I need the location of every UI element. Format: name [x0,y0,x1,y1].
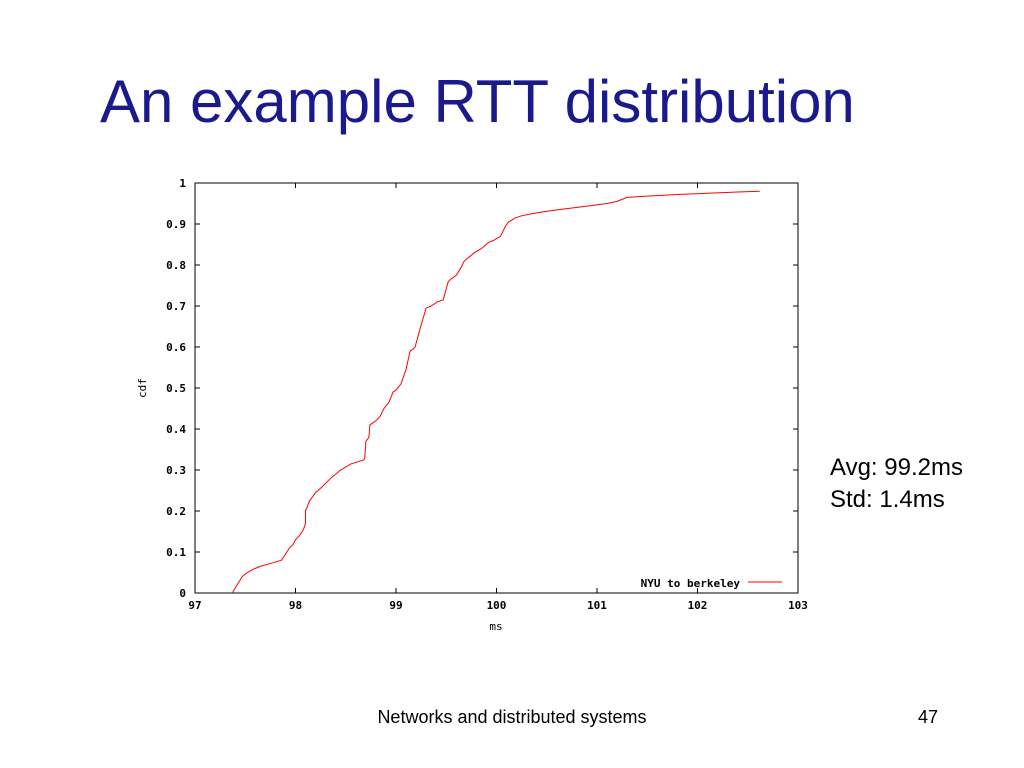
y-tick-label: 0.7 [166,300,186,313]
x-tick-label: 98 [289,599,302,612]
x-tick-label: 97 [188,599,201,612]
std-stat: Std: 1.4ms [830,486,945,513]
x-tick-label: 102 [688,599,708,612]
tick-labels: 97 98 99 100 101 102 103 0 0.1 0.2 0.3 0.4 0.5 0.6 0.7… [166,177,808,612]
y-tick-label: 0.1 [166,546,186,559]
cdf-chart-svg: 97 98 99 100 101 102 103 0 0.1 0.2 0.3 0.4 0.5 0.6 0.7… [136,177,808,633]
y-tick-label: 0.6 [166,341,186,354]
series-line-nyu-to-berkeley [231,190,760,594]
avg-stat: Avg: 99.2ms [830,454,963,481]
slide-number: 47 [918,707,939,727]
y-tick-label: 0.8 [166,259,186,272]
slide-title: An example RTT distribution [100,68,855,135]
chart: 97 98 99 100 101 102 103 0 0.1 0.2 0.3 0.4 0.5 0.6 0.7… [130,170,820,640]
x-tick-label: 101 [587,599,607,612]
plot-frame [194,182,799,594]
y-tick-label: 1 [179,177,186,190]
x-tick-label: 99 [389,599,402,612]
x-axis-label: ms [489,620,502,633]
legend-label: NYU to berkeley [641,577,741,590]
y-tick-label: 0.3 [166,464,186,477]
y-tick-label: 0.9 [166,218,186,231]
y-tick-label: 0.2 [166,505,186,518]
footer-text: Networks and distributed systems [377,707,647,727]
x-tick-label: 100 [487,599,507,612]
y-tick-label: 0 [179,587,186,600]
y-tick-label: 0.4 [166,423,186,436]
legend: NYU to berkeley [641,577,782,590]
rtt-stats: Avg: 99.2ms Std: 1.4ms [830,452,963,516]
x-tick-label: 103 [788,599,808,612]
y-axis-label: cdf [136,378,149,398]
y-tick-label: 0.5 [166,382,186,395]
axis-ticks [194,182,799,594]
